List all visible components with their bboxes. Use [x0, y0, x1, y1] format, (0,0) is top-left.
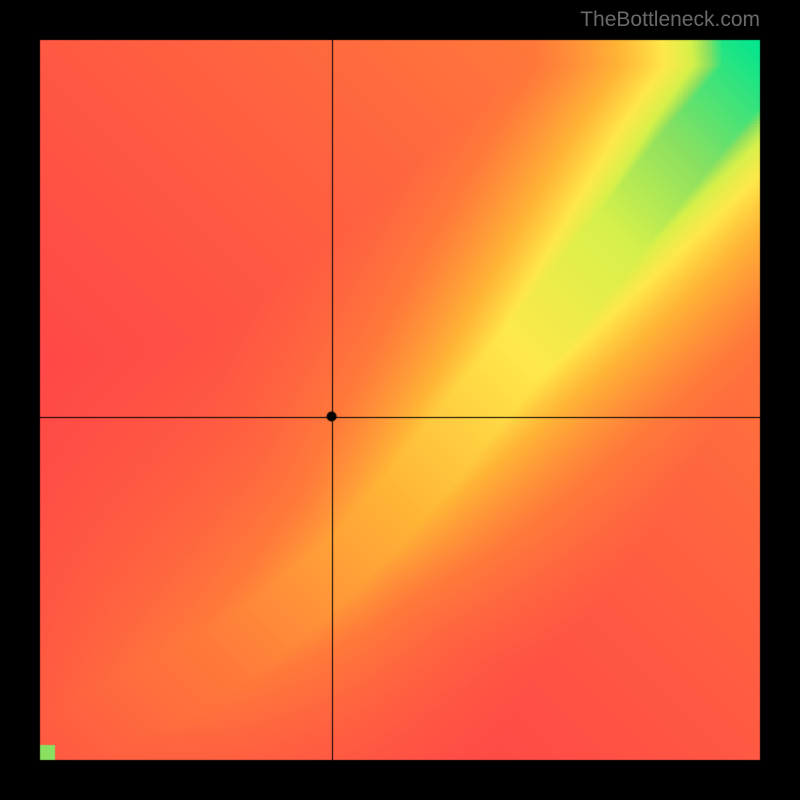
watermark-text: TheBottleneck.com: [580, 8, 760, 32]
chart-container: TheBottleneck.com: [0, 0, 800, 800]
heatmap-canvas: [0, 0, 800, 800]
